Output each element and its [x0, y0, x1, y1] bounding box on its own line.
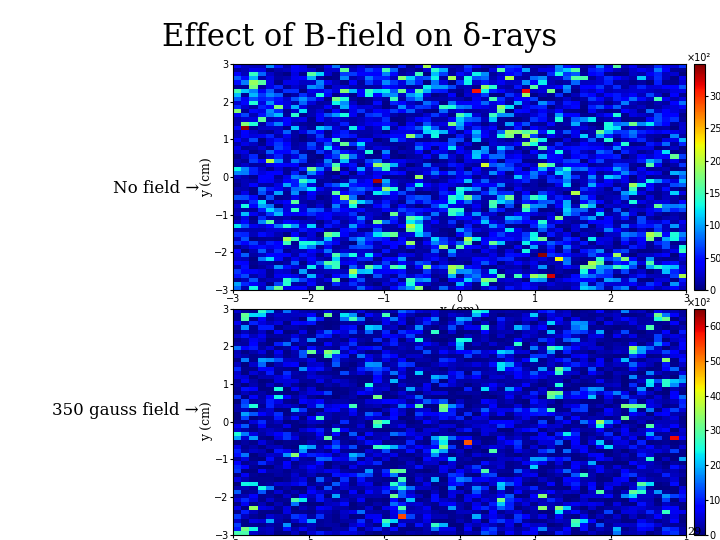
Text: 350 gauss field →: 350 gauss field →: [53, 402, 199, 419]
Y-axis label: y (cm): y (cm): [200, 157, 213, 197]
Text: 29: 29: [688, 527, 702, 537]
Text: No field →: No field →: [113, 180, 199, 197]
Title: ×10²: ×10²: [687, 298, 711, 308]
Y-axis label: y (cm): y (cm): [200, 402, 213, 442]
Title: ×10²: ×10²: [687, 53, 711, 63]
X-axis label: x (cm): x (cm): [440, 306, 480, 319]
Text: Effect of B-field on δ-rays: Effect of B-field on δ-rays: [163, 22, 557, 53]
